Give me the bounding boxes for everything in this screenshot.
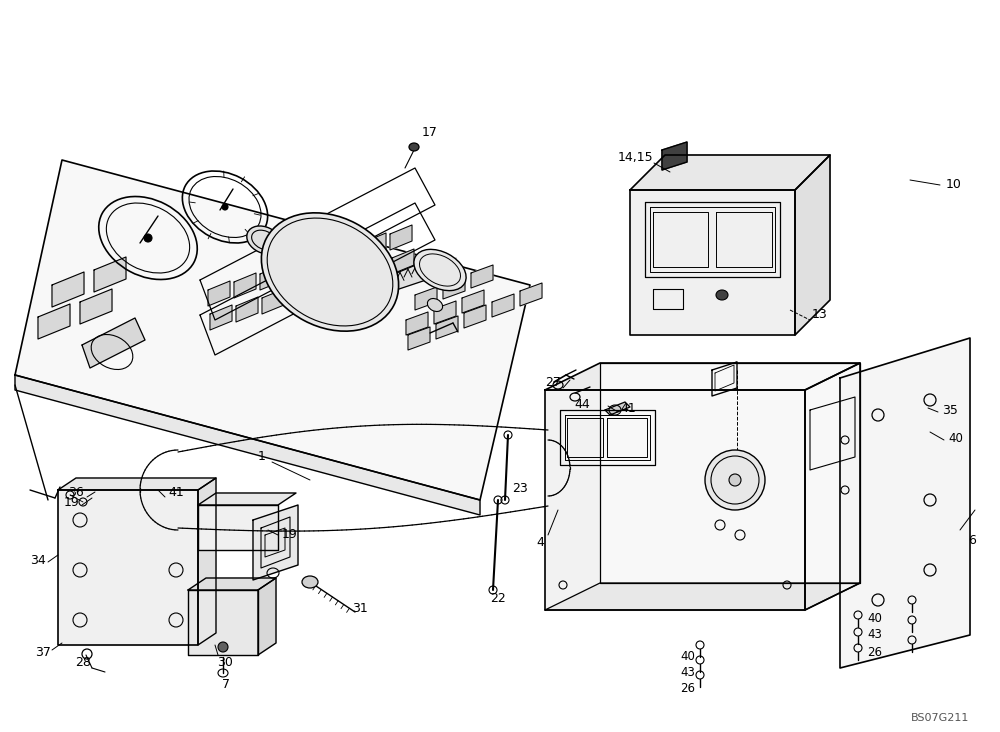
Polygon shape [38, 304, 70, 339]
Polygon shape [234, 273, 256, 298]
Text: 40: 40 [949, 431, 963, 444]
Polygon shape [364, 233, 386, 258]
Polygon shape [805, 363, 860, 610]
Text: 40: 40 [868, 611, 882, 624]
Text: 31: 31 [352, 602, 368, 614]
Ellipse shape [302, 576, 318, 588]
Text: 43: 43 [681, 665, 695, 679]
Text: 10: 10 [946, 179, 962, 192]
Polygon shape [286, 257, 308, 282]
Polygon shape [375, 257, 435, 297]
Polygon shape [253, 505, 298, 580]
Text: 35: 35 [942, 403, 958, 417]
Polygon shape [462, 290, 484, 313]
Polygon shape [545, 583, 860, 610]
Text: 27: 27 [545, 376, 561, 389]
Polygon shape [80, 289, 112, 324]
Polygon shape [712, 362, 737, 396]
Text: 13: 13 [812, 308, 828, 321]
Text: 30: 30 [217, 655, 233, 668]
Text: 41: 41 [168, 485, 184, 498]
Polygon shape [434, 301, 456, 324]
Ellipse shape [409, 143, 419, 151]
Polygon shape [52, 272, 84, 307]
Polygon shape [198, 478, 216, 645]
Polygon shape [198, 493, 296, 505]
Polygon shape [545, 390, 805, 610]
Polygon shape [795, 155, 830, 335]
Polygon shape [338, 241, 360, 266]
Text: 14,15: 14,15 [617, 152, 653, 165]
Polygon shape [408, 327, 430, 350]
Text: 43: 43 [868, 629, 882, 641]
Ellipse shape [247, 226, 281, 254]
Text: 7: 7 [222, 678, 230, 690]
Polygon shape [662, 142, 687, 170]
Ellipse shape [705, 450, 765, 510]
Ellipse shape [218, 642, 228, 652]
Polygon shape [258, 578, 276, 655]
Polygon shape [492, 294, 514, 317]
Polygon shape [58, 490, 198, 645]
Polygon shape [82, 318, 145, 368]
Text: 26: 26 [680, 681, 696, 695]
Polygon shape [58, 478, 216, 490]
Text: 1: 1 [258, 449, 266, 463]
Ellipse shape [261, 213, 399, 331]
Ellipse shape [222, 204, 228, 210]
Text: 28: 28 [75, 657, 91, 670]
Polygon shape [262, 289, 284, 314]
Polygon shape [314, 273, 336, 298]
Polygon shape [471, 265, 493, 288]
Text: BS07G211: BS07G211 [911, 713, 969, 723]
Ellipse shape [729, 474, 741, 486]
Text: 23: 23 [512, 482, 528, 495]
Polygon shape [392, 249, 414, 274]
Polygon shape [15, 375, 480, 515]
Text: 26: 26 [868, 646, 883, 659]
Text: 40: 40 [681, 651, 695, 663]
Text: 36: 36 [68, 487, 84, 499]
Polygon shape [94, 257, 126, 292]
Polygon shape [840, 338, 970, 668]
Polygon shape [443, 276, 465, 299]
Polygon shape [605, 402, 630, 415]
Ellipse shape [716, 290, 728, 300]
Ellipse shape [427, 299, 443, 312]
Polygon shape [288, 281, 310, 306]
Polygon shape [188, 578, 276, 590]
Text: 44: 44 [574, 397, 590, 411]
Text: 19: 19 [282, 529, 298, 542]
Polygon shape [236, 297, 258, 322]
Polygon shape [436, 316, 458, 339]
Text: 19: 19 [64, 496, 80, 509]
Polygon shape [198, 505, 278, 550]
Polygon shape [464, 305, 486, 328]
Polygon shape [406, 312, 428, 335]
Polygon shape [415, 287, 437, 310]
Polygon shape [15, 160, 530, 500]
Ellipse shape [144, 234, 152, 242]
Polygon shape [340, 265, 362, 290]
Polygon shape [600, 363, 860, 583]
Polygon shape [390, 225, 412, 250]
Text: 6: 6 [968, 534, 976, 547]
Text: 41: 41 [620, 401, 636, 414]
Polygon shape [188, 590, 258, 655]
Polygon shape [210, 305, 232, 330]
Text: 17: 17 [422, 127, 438, 140]
Polygon shape [260, 265, 282, 290]
Text: 34: 34 [30, 553, 46, 567]
Polygon shape [366, 257, 388, 282]
Text: 4: 4 [536, 537, 544, 550]
Polygon shape [545, 363, 860, 390]
Text: 22: 22 [490, 591, 506, 605]
Ellipse shape [414, 250, 466, 291]
Polygon shape [630, 190, 795, 335]
Polygon shape [520, 283, 542, 306]
Polygon shape [630, 155, 830, 190]
Polygon shape [208, 281, 230, 306]
Text: 37: 37 [35, 646, 51, 659]
Polygon shape [312, 249, 334, 274]
